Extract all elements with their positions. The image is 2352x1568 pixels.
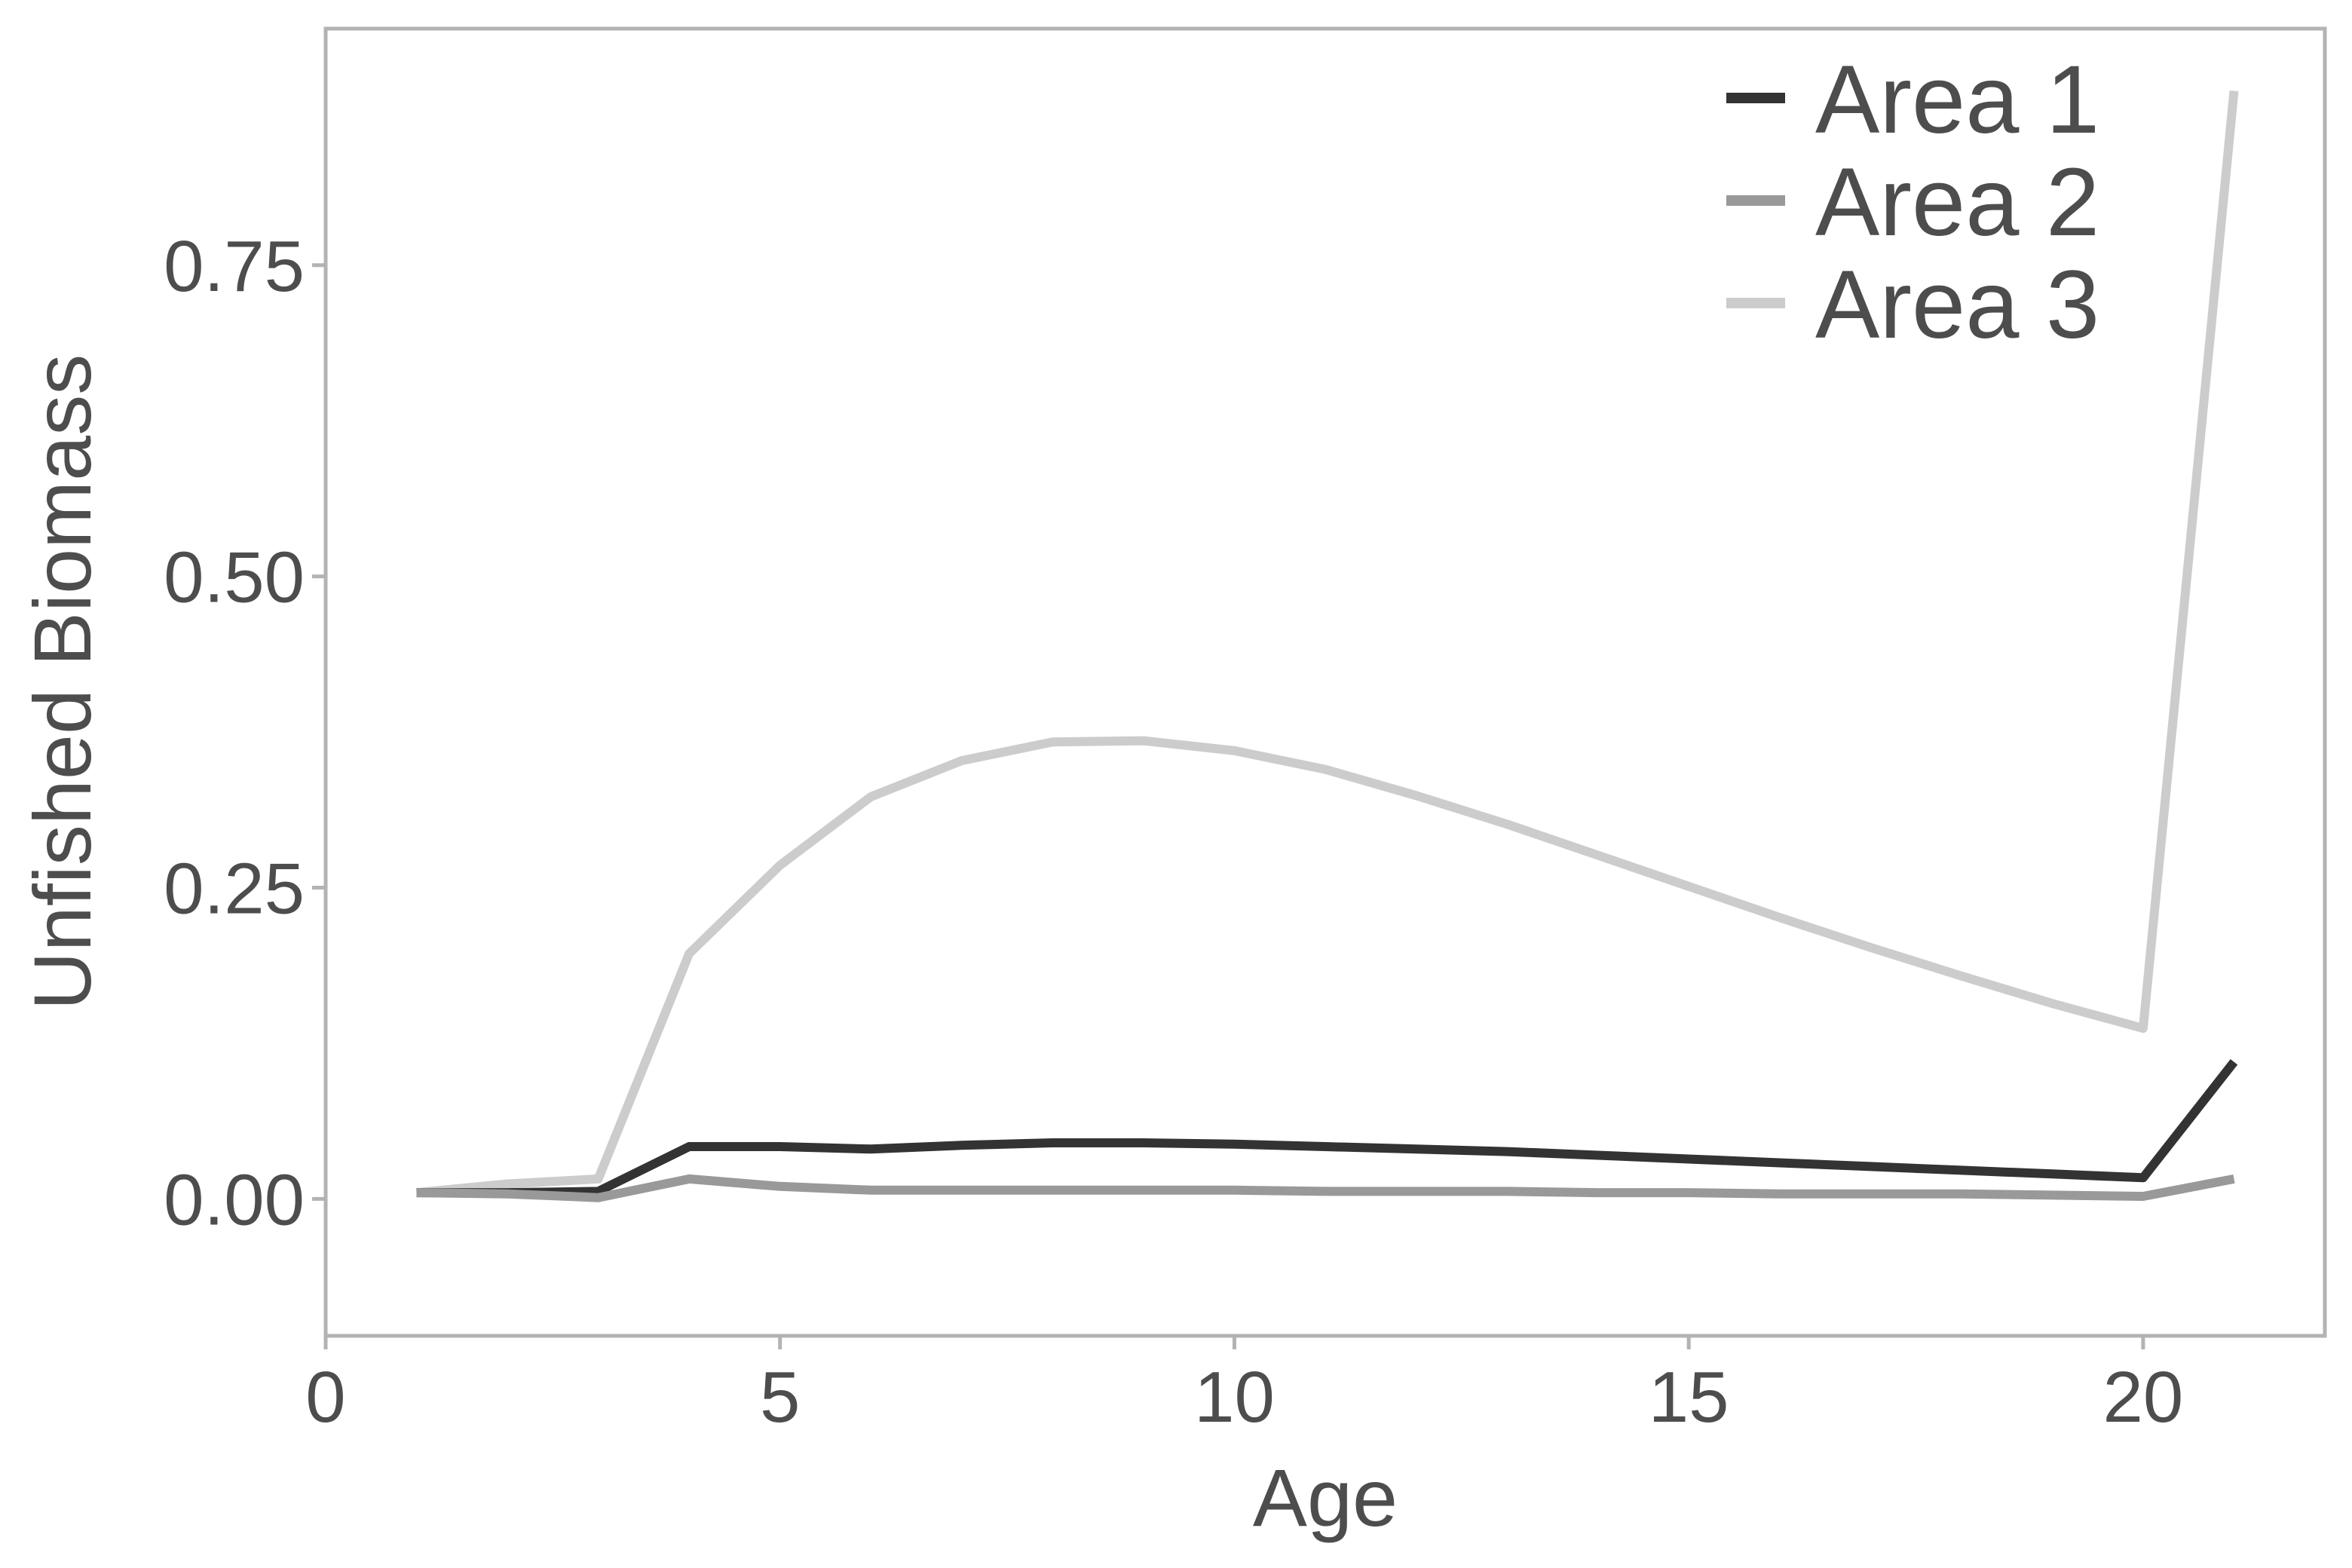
x-tick-label: 10 — [1194, 1357, 1275, 1438]
x-tick-label: 0 — [305, 1357, 345, 1438]
y-tick-label: 0.00 — [164, 1159, 305, 1240]
y-tick-label: 0.75 — [164, 226, 305, 307]
y-axis: 0.00 0.25 0.50 0.75 — [164, 226, 326, 1240]
series-lines — [415, 90, 2239, 1202]
x-axis-title: Age — [1253, 1452, 1398, 1543]
x-tick-label: 20 — [2103, 1357, 2184, 1438]
x-tick-label: 15 — [1649, 1357, 1729, 1438]
legend-label-area-3: Area 3 — [1815, 251, 2099, 359]
series-line-area-1 — [416, 1058, 2238, 1198]
x-tick-label: 5 — [760, 1357, 800, 1438]
y-axis-title: Unfished Biomass — [17, 354, 108, 1010]
x-axis: 0 5 10 15 20 — [305, 1336, 2183, 1438]
series-line-area-3 — [415, 90, 2239, 1198]
series-line-area-2 — [416, 1174, 2235, 1202]
legend-label-area-1: Area 1 — [1815, 46, 2099, 154]
y-tick-label: 0.25 — [164, 848, 305, 929]
panel-border — [323, 26, 2327, 1338]
legend-label-area-2: Area 2 — [1815, 149, 2099, 256]
y-tick-label: 0.50 — [164, 537, 305, 618]
